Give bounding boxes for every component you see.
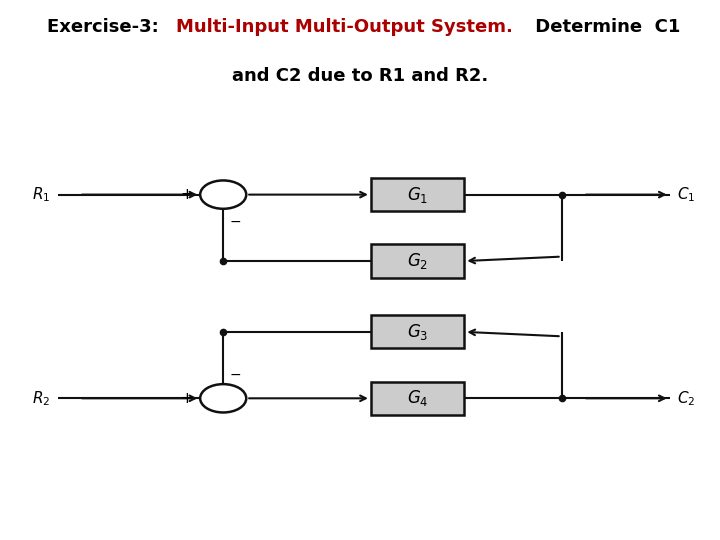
Text: +: + (180, 187, 193, 202)
Text: $-$: $-$ (229, 214, 241, 228)
Bar (371, 178, 464, 211)
Text: Exercise-3:: Exercise-3: (47, 18, 165, 36)
Text: $-$: $-$ (229, 367, 241, 381)
Text: $G_{1}$: $G_{1}$ (407, 185, 428, 205)
Text: Multi-Input Multi-Output System.: Multi-Input Multi-Output System. (176, 18, 513, 36)
Text: $R_2$: $R_2$ (32, 389, 50, 408)
Text: $C_1$: $C_1$ (677, 185, 696, 204)
Circle shape (200, 384, 246, 413)
Bar (371, 382, 464, 415)
Bar (371, 315, 464, 348)
Text: $C_2$: $C_2$ (677, 389, 695, 408)
Text: $R_1$: $R_1$ (32, 185, 50, 204)
Text: $G_{3}$: $G_{3}$ (407, 322, 428, 342)
Text: +: + (180, 391, 193, 406)
Bar (371, 245, 464, 278)
Circle shape (200, 180, 246, 209)
Text: and C2 due to R1 and R2.: and C2 due to R1 and R2. (232, 67, 488, 85)
Text: Determine  C1: Determine C1 (529, 18, 680, 36)
Text: $G_{4}$: $G_{4}$ (407, 388, 428, 408)
Text: $G_{2}$: $G_{2}$ (407, 251, 428, 271)
